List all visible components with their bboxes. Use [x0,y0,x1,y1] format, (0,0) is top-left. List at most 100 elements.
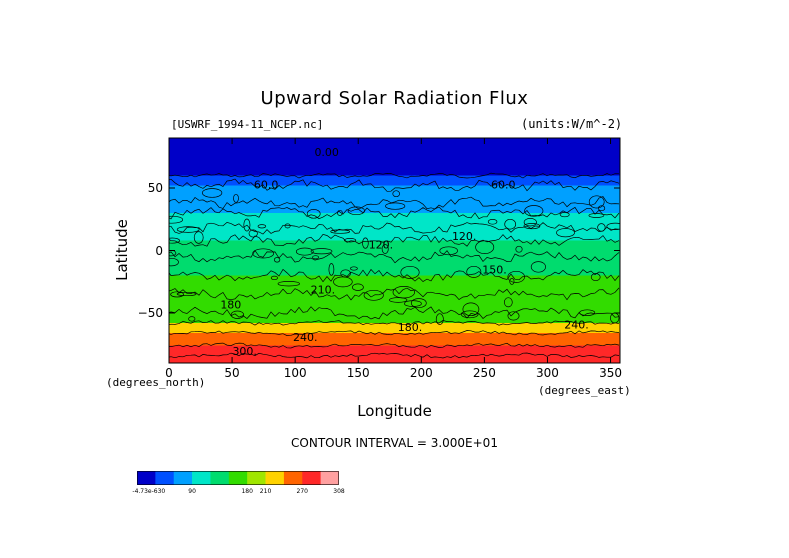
colorbar-swatch [228,471,248,485]
contour-blob [606,222,620,231]
contour-blob [460,310,479,319]
contour-blob [193,231,204,244]
contour-blob [439,246,458,256]
contour-blob [176,291,197,297]
contour-blob [333,276,353,288]
contour-blob [252,248,275,259]
contour-blob [556,228,575,238]
contour-blob [588,213,605,218]
contour-blob [389,297,408,303]
contour-blob [347,206,365,216]
x-tick-label: 200 [409,366,433,380]
colorbar-tick-label: 90 [188,488,196,495]
contour-blob [169,215,184,224]
colorbar-swatch [173,471,193,485]
contour-blob [392,190,400,198]
colorbar-swatch [320,471,339,485]
contour-blob [509,278,515,285]
y-axis-label: Latitude [113,219,131,281]
zonal-band [169,323,620,334]
colorbar-swatch [155,471,175,485]
contour-line [169,234,620,247]
contour-blob [598,205,606,212]
contour-line [169,206,620,220]
contour-line [169,178,620,192]
contour-blob [170,291,184,298]
contour-blob [201,188,223,198]
contour-blob [462,302,480,317]
zonal-band [169,175,620,186]
contour-blob [392,286,415,299]
contour-blob [277,281,300,287]
colorbar-swatch [302,471,321,485]
contour-label: 60.0 [491,179,516,192]
contour-blob [515,245,523,253]
contour-blob [435,313,444,325]
contour-lines-layer [169,172,620,359]
contour-blob [270,275,278,281]
contour-line [169,306,620,320]
contour-label: 180 [220,299,241,312]
y-tick-label: 50 [147,181,163,195]
contour-label: 210. [311,284,336,297]
colorbar-frame [137,471,339,485]
contour-blob [243,218,251,232]
contour-blob [337,209,343,216]
colorbar-swatch [265,471,285,485]
zonal-band [169,240,620,276]
contour-label: 240. [564,319,589,332]
contour-blob [306,209,321,219]
contour-line [169,342,620,349]
chart-title: Upward Solar Radiation Flux [260,88,529,109]
contour-blob [230,310,245,319]
contour-blob [530,261,546,273]
contour-blob [588,195,605,209]
contour-label: 60.0 [254,179,279,192]
y-tick-label: −50 [137,306,163,320]
contour-blob [248,229,258,238]
contour-blob [404,300,422,307]
contour-blob [344,238,357,243]
colorbar-swatch [247,471,266,485]
contour-blob [503,297,513,308]
contour-blob [350,266,358,271]
contour-blob [176,226,200,233]
contour-blob [559,212,570,218]
contour-blob [523,218,537,227]
contour-blob [363,289,384,301]
contour-blob [410,298,427,309]
contour-labels-layer: 0.00 60.0 60.0 120. 120. 150. 210. 180 180. 240. 2… [220,146,588,358]
axis-ticks [168,138,620,363]
x-tick-label: 350 [599,366,622,380]
colorbar-swatch [192,471,211,485]
contour-blob [169,257,179,267]
colorbar-swatch [283,471,303,485]
contour-line [169,196,620,210]
contour-blob [169,237,180,244]
contour-blob [330,229,351,234]
contour-label: 240. [293,331,318,344]
units-label: (units:W/m^-2) [521,117,623,131]
x-axis-units: (degrees_east) [538,384,631,397]
contour-blob [487,219,498,225]
contour-blob [295,247,314,256]
x-tick-label: 0 [165,366,173,380]
contour-line [169,320,620,326]
contour-line [169,222,620,235]
zonal-band [169,149,620,159]
zonal-band [169,355,620,363]
contour-blob [284,223,291,229]
contour-blob [233,193,239,203]
colorbar-tick-label: 210 [259,488,272,495]
contour-line [169,352,620,359]
contour-blob [312,255,320,260]
zonal-band [169,345,620,356]
contour-blob [310,248,333,255]
x-axis-label: Longitude [357,402,432,420]
contour-line [169,172,620,179]
x-tick-label: 300 [536,366,559,380]
contour-blob [523,223,541,230]
contour-blob [400,265,420,279]
contour-blob [579,309,596,316]
